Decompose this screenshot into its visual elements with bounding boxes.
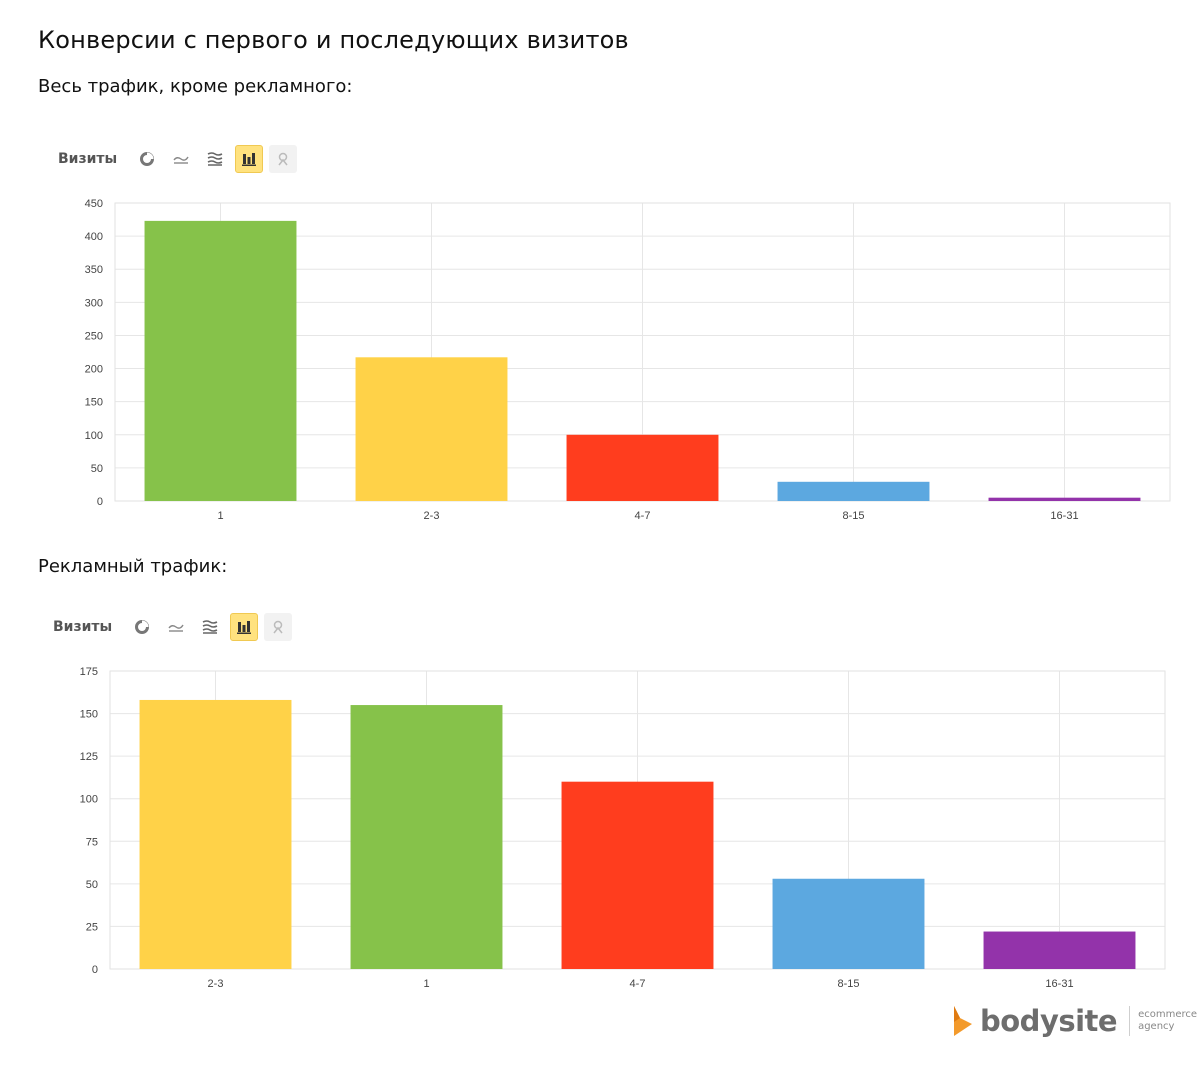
y-tick-label: 300 (85, 297, 103, 309)
bar-2-3[interactable] (355, 357, 508, 501)
bar-1[interactable] (144, 220, 297, 501)
bar-chart-icon (237, 621, 252, 634)
map-pin-icon (278, 152, 288, 166)
bodysite-logo-icon (954, 1006, 972, 1036)
area-chart-icon (202, 620, 218, 634)
x-tick-label: 2-3 (208, 978, 224, 990)
x-tick-label: 8-15 (842, 510, 864, 522)
line-chart-icon (173, 156, 189, 164)
x-tick-label: 16-31 (1050, 510, 1078, 522)
brand-logo: bodysite ecommerce agency (952, 1004, 1197, 1038)
brand-divider (1129, 1006, 1131, 1036)
y-tick-label: 150 (80, 709, 98, 721)
y-tick-label: 200 (85, 364, 103, 376)
page-title: Конверсии с первого и последующих визито… (38, 26, 629, 54)
y-tick-label: 150 (85, 397, 103, 409)
map-button[interactable] (269, 145, 298, 173)
brand-tagline-line2: agency (1138, 1021, 1175, 1032)
x-tick-label: 1 (423, 978, 429, 990)
bar-chart-ads: 0 25 50 75 100 125 150 175 2-3 1 4-7 8-15 16-31 (65, 663, 1175, 993)
map-pin-icon (273, 620, 283, 634)
y-tick-label: 400 (85, 231, 103, 243)
area-chart-button[interactable] (196, 613, 224, 641)
bar-16-31[interactable] (988, 497, 1141, 501)
y-tick-label: 250 (85, 330, 103, 342)
pie-chart-icon (135, 620, 150, 634)
x-tick-label: 1 (217, 510, 223, 522)
y-tick-label: 350 (85, 264, 103, 276)
line-chart-icon (168, 624, 184, 632)
line-chart-button[interactable] (162, 613, 190, 641)
bar-1[interactable] (350, 705, 503, 969)
x-tick-label: 4-7 (630, 978, 646, 990)
x-tick-label: 2-3 (424, 510, 440, 522)
chart-toolbar-2: Визиты (53, 612, 298, 642)
y-tick-label: 75 (86, 836, 98, 848)
x-tick-label: 4-7 (635, 510, 651, 522)
bar-chart-organic: 0 50 100 150 200 250 300 350 400 450 1 2-3 4-7 8-15 16… (70, 195, 1180, 525)
y-tick-label: 100 (85, 430, 103, 442)
pie-chart-icon (140, 152, 155, 166)
pie-chart-button[interactable] (128, 613, 156, 641)
y-tick-label: 50 (91, 463, 103, 475)
section-label-ads: Рекламный трафик: (38, 556, 228, 577)
area-chart-button[interactable] (201, 145, 229, 173)
metric-label: Визиты (53, 619, 113, 635)
brand-tagline-line1: ecommerce (1138, 1009, 1198, 1020)
bar-chart-button[interactable] (235, 145, 264, 173)
y-tick-label: 0 (92, 964, 98, 976)
chart-toolbar-1: Визиты (58, 144, 303, 174)
pie-chart-button[interactable] (133, 145, 161, 173)
bar-chart-ads-svg: 0 25 50 75 100 125 150 175 2-3 1 4-7 8-15 16-31 (80, 666, 1166, 990)
metric-label: Визиты (58, 151, 118, 167)
bar-8-15[interactable] (772, 878, 925, 969)
y-tick-label: 0 (97, 496, 103, 508)
brand-name: bodysite (980, 1004, 1118, 1038)
bar-chart-icon (242, 153, 257, 166)
line-chart-button[interactable] (167, 145, 195, 173)
x-tick-label: 8-15 (837, 978, 859, 990)
bar-4-7[interactable] (566, 434, 719, 501)
bar-8-15[interactable] (777, 481, 930, 501)
map-button[interactable] (264, 613, 293, 641)
section-label-organic: Весь трафик, кроме рекламного: (38, 76, 353, 97)
area-chart-icon (207, 152, 223, 166)
y-tick-label: 25 (86, 921, 98, 933)
y-tick-label: 175 (80, 666, 98, 678)
bar-16-31[interactable] (983, 931, 1136, 969)
y-tick-label: 50 (86, 879, 98, 891)
bar-chart-organic-svg: 0 50 100 150 200 250 300 350 400 450 1 2-3 4-7 8-15 16… (85, 198, 1171, 522)
bar-2-3[interactable] (139, 699, 292, 969)
y-tick-label: 450 (85, 198, 103, 210)
y-tick-label: 125 (80, 751, 98, 763)
brand-tagline: ecommerce agency (1138, 1009, 1197, 1033)
bar-4-7[interactable] (561, 781, 714, 969)
bar-chart-button[interactable] (230, 613, 259, 641)
y-tick-label: 100 (80, 794, 98, 806)
x-tick-label: 16-31 (1045, 978, 1073, 990)
